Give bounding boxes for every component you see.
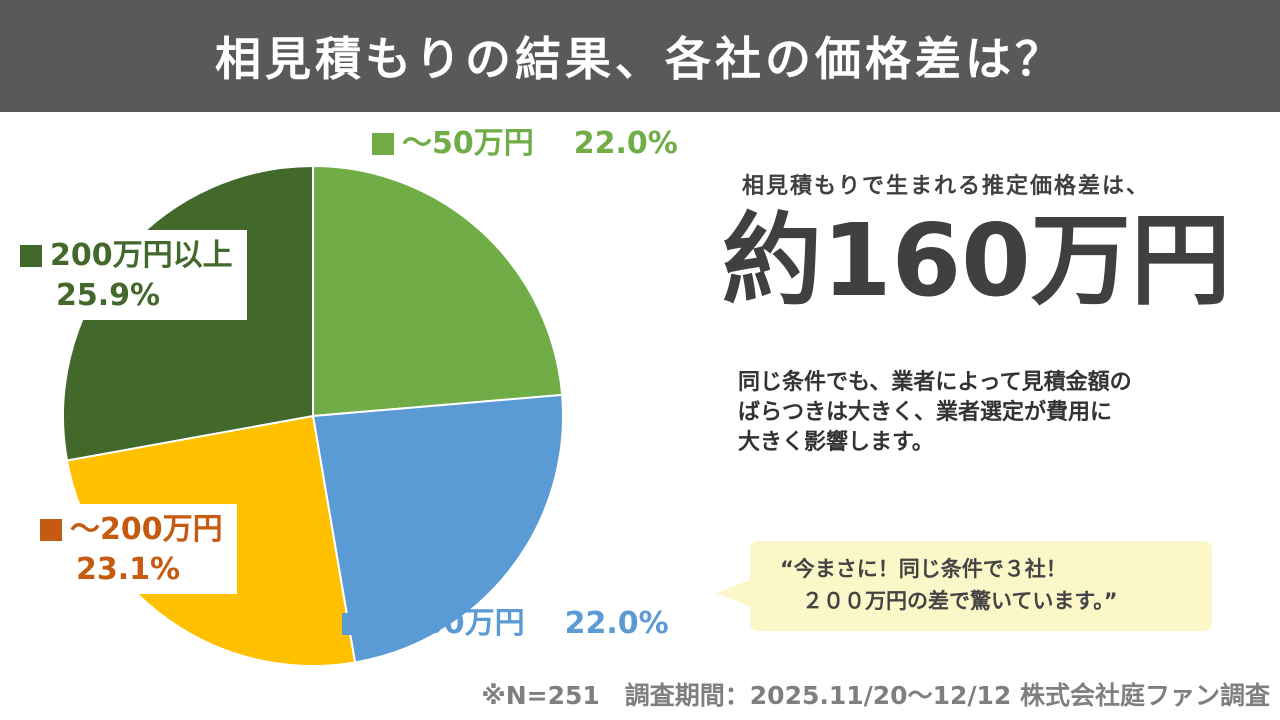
description: 同じ条件でも、業者によって見積金額の ばらつきは大きく、業者選定が費用に 大きく…: [738, 368, 1238, 458]
title-bar: 相見積もりの結果、各社の価格差は？: [0, 0, 1280, 112]
estimate-value: 約160万円: [722, 202, 1231, 319]
quote-line-2: ２００万円の差で驚いています。”: [802, 589, 1118, 613]
legend-50man: 〜50万円 22.0%: [372, 124, 678, 164]
legend-value-200man-plus: 25.9%: [56, 278, 161, 313]
legend-marker-50man: [372, 133, 394, 155]
pie-chart: [62, 164, 564, 667]
page-title: 相見積もりの結果、各社の価格差は？: [215, 32, 1065, 86]
legend-marker-100man: [342, 613, 364, 635]
legend-marker-200man: [40, 519, 62, 541]
legend-label-200man-plus: 200万円以上: [50, 238, 233, 273]
legend-value-100man: 22.0%: [564, 606, 669, 641]
description-line: 大きく影響します。: [738, 430, 934, 455]
legend-value-200man: 23.1%: [76, 552, 181, 587]
legend-marker-200man-plus: [20, 245, 42, 267]
legend-100man: 〜100万円 22.0%: [342, 604, 669, 644]
legend-200man: 〜200万円 23.1%: [24, 504, 237, 594]
legend-value-50man: 22.0%: [573, 126, 678, 161]
legend-label-100man: 〜100万円: [372, 606, 525, 641]
description-line: 同じ条件でも、業者によって見積金額の: [738, 370, 1132, 395]
pie-slice-100man: [311, 393, 564, 664]
pie-slice-50man: [312, 164, 564, 418]
description-line: ばらつきは大きく、業者選定が費用に: [738, 400, 1113, 425]
legend-label-200man: 〜200万円: [70, 512, 223, 547]
footnote: ※N=251 調査期間：2025.11/20〜12/12 株式会社庭ファン調査: [481, 681, 1270, 710]
legend-label-50man: 〜50万円: [402, 126, 534, 161]
quote-line-1: “今まさに！同じ条件で３社！: [780, 557, 1067, 581]
quote-bubble: “今まさに！同じ条件で３社！ ２００万円の差で驚いています。”: [716, 541, 1212, 631]
estimate-lead: 相見積もりで生まれる推定価格差は、: [742, 174, 1151, 199]
legend-200man-plus: 200万円以上 25.9%: [4, 230, 247, 320]
